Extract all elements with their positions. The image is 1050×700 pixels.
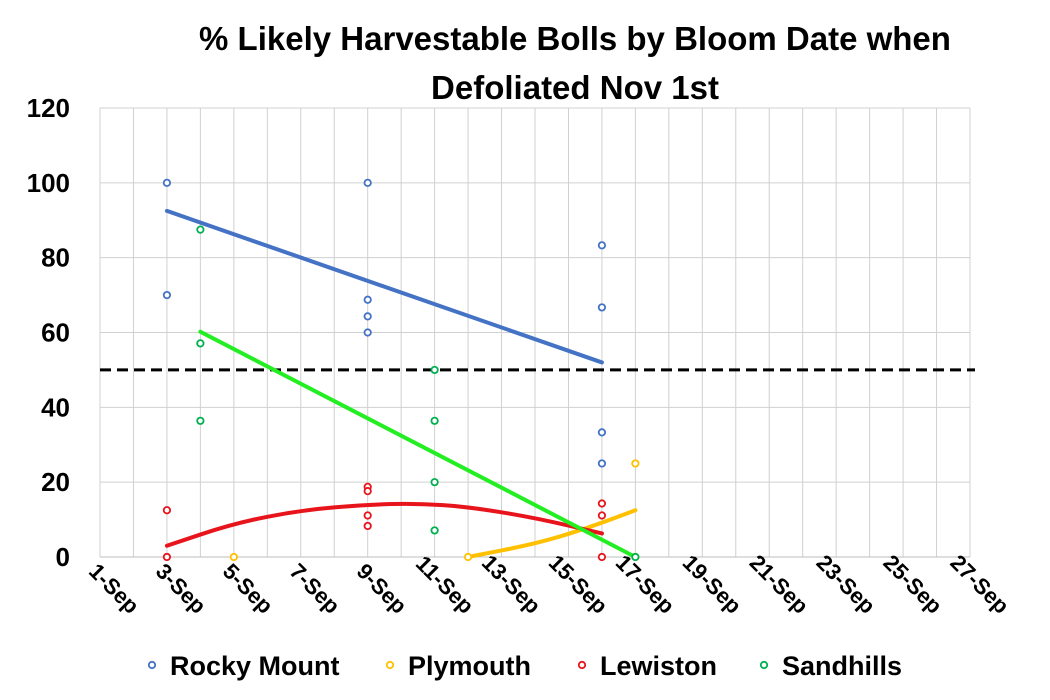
legend-item-sandhills: Sandhills: [759, 651, 902, 681]
trend-lines: [164, 208, 638, 559]
x-tick-label: 27-Sep: [945, 550, 1014, 619]
legend-item-plymouth: Plymouth: [385, 651, 531, 681]
y-tick-label: 40: [41, 392, 70, 422]
data-point-sandhills: [430, 416, 439, 425]
trendline-rocky-mount: [164, 208, 604, 365]
data-point-rocky-mount: [162, 290, 172, 300]
y-tick-label: 60: [41, 318, 70, 348]
x-tick-label: 5-Sep: [218, 558, 278, 618]
data-points: [162, 178, 640, 562]
x-tick-label: 13-Sep: [477, 550, 546, 619]
legend-item-rocky-mount: Rocky Mount: [147, 651, 340, 681]
data-point-lewiston: [363, 511, 372, 520]
x-axis-ticks: 1-Sep 3-Sep 5-Sep 7-Sep 9-Sep 11-Sep13-Sep15-…: [84, 550, 1014, 619]
y-tick-label: 0: [56, 542, 70, 572]
data-point-sandhills: [631, 552, 640, 562]
data-point-lewiston: [162, 552, 172, 562]
y-tick-label: 80: [41, 243, 70, 273]
data-point-sandhills: [430, 526, 439, 535]
data-point-rocky-mount: [597, 459, 607, 468]
data-point-sandhills: [430, 365, 439, 375]
data-point-sandhills: [430, 478, 439, 487]
legend-marker: [759, 660, 769, 670]
data-point-lewiston: [597, 552, 607, 562]
data-point-rocky-mount: [162, 178, 172, 187]
y-tick-label: 120: [27, 93, 70, 123]
y-axis-ticks: 0 20 40 60 80 100 120: [27, 93, 70, 572]
y-tick-label: 20: [41, 467, 70, 497]
data-point-lewiston: [597, 511, 607, 520]
data-point-rocky-mount: [363, 312, 372, 321]
x-tick-label: 1-Sep: [84, 558, 144, 618]
data-point-sandhills: [196, 339, 205, 348]
data-point-rocky-mount: [363, 295, 372, 304]
data-point-plymouth: [229, 552, 238, 562]
x-tick-label: 3-Sep: [151, 558, 211, 618]
trendline-lewiston: [164, 501, 604, 548]
x-tick-label: 23-Sep: [812, 550, 881, 619]
x-tick-label: 21-Sep: [745, 550, 814, 619]
data-point-lewiston: [363, 487, 372, 496]
data-point-sandhills: [196, 225, 205, 234]
y-tick-label: 100: [27, 168, 70, 198]
chart-title-line-1: % Likely Harvestable Bolls by Bloom Date…: [199, 20, 951, 57]
legend: Rocky Mount Plymouth Lewiston Sandhills: [147, 651, 902, 681]
data-point-rocky-mount: [363, 178, 372, 187]
x-tick-label: 25-Sep: [879, 550, 948, 619]
data-point-rocky-mount: [597, 428, 607, 437]
x-tick-label: 19-Sep: [678, 550, 747, 619]
legend-label: Plymouth: [408, 651, 531, 681]
data-point-rocky-mount: [597, 303, 607, 312]
legend-label: Rocky Mount: [170, 651, 340, 681]
data-point-sandhills: [196, 416, 205, 425]
grid: [99, 107, 971, 558]
trendline-plymouth: [466, 508, 638, 559]
legend-marker: [577, 660, 587, 670]
data-point-rocky-mount: [597, 241, 607, 250]
x-tick-label: 9-Sep: [352, 558, 412, 618]
data-point-lewiston: [363, 521, 372, 531]
x-tick-label: 7-Sep: [285, 558, 345, 618]
data-point-plymouth: [631, 459, 640, 468]
data-point-rocky-mount: [363, 328, 372, 337]
legend-label: Sandhills: [782, 651, 902, 681]
data-point-lewiston: [597, 499, 607, 508]
data-point-lewiston: [162, 506, 172, 515]
data-point-plymouth: [463, 552, 473, 562]
legend-marker: [385, 660, 395, 670]
x-tick-label: 17-Sep: [611, 550, 680, 619]
legend-marker: [147, 660, 157, 670]
legend-label: Lewiston: [600, 651, 717, 681]
trendline-sandhills: [198, 329, 638, 559]
legend-item-lewiston: Lewiston: [577, 651, 717, 681]
chart-title-line-2: Defoliated Nov 1st: [431, 69, 719, 106]
